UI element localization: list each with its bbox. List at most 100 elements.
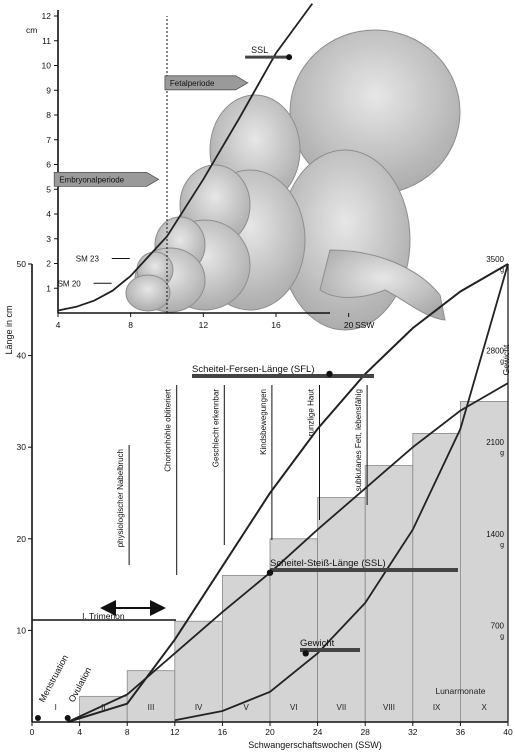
inset-y-tick-label: 2 [46, 259, 51, 269]
y-tick-label: 40 [17, 351, 27, 361]
y2-tick-label: 1400 [486, 530, 504, 539]
y2-tick-label: 2100 [486, 438, 504, 447]
x-tick-label: 12 [170, 727, 180, 737]
inset-y-tick-label: 4 [46, 209, 51, 219]
inset-y-tick-label: 3 [46, 234, 51, 244]
y2-tick-label: 2800 [486, 347, 504, 356]
period-tag [53, 171, 160, 187]
y-tick-label: 50 [17, 259, 27, 269]
inset-y-tick-label: 9 [46, 85, 51, 95]
month-bar [317, 497, 366, 723]
inset-x-tick-label: 4 [56, 320, 61, 330]
fetus-illustration [125, 29, 461, 331]
main-milestone-lines: physiologischer Nabelbruch Chorionhöhle o… [116, 385, 368, 575]
y2-tick-unit: g [500, 359, 504, 366]
period-tag [164, 75, 249, 91]
month-label: VII [337, 703, 347, 712]
milestone-label: runzlige Haut [307, 388, 316, 436]
milestone-label: physiologischer Nabelbruch [116, 449, 125, 547]
month-label: III [148, 703, 155, 712]
inset-y-tick-label: 5 [46, 184, 51, 194]
month-label: X [482, 703, 488, 712]
y2-tick-label: 700 [491, 621, 505, 630]
y-tick-label: 20 [17, 534, 27, 544]
inset-x-tick-label: 20 [344, 320, 354, 330]
x-tick-label: 40 [503, 727, 513, 737]
month-bar [126, 670, 176, 723]
series-label: Scheitel-Fersen-Länge (SFL) [192, 364, 315, 375]
y2-tick-unit: g [500, 267, 504, 274]
stage-label: SM 23 [76, 255, 100, 264]
x-tick-label: 28 [360, 727, 370, 737]
month-bar [459, 400, 509, 723]
month-label: I [55, 703, 57, 712]
inset-ssl-marker [286, 54, 293, 61]
inset-series-lines [57, 3, 314, 312]
x-tick-label: 36 [456, 727, 466, 737]
y2-tick-unit: g [500, 542, 504, 549]
main-axes: 0 4 8 12 16 20 24 28 32 36 401020304050700g1400g21… [4, 255, 513, 750]
y2-tick-unit: g [500, 633, 504, 640]
event-label: Menstruation [37, 653, 70, 704]
month-label: V [244, 703, 250, 712]
inset-y-unit: cm [26, 25, 37, 35]
x-tick-label: 24 [313, 727, 323, 737]
y-axis-label: Länge in cm [4, 305, 14, 354]
inset-x-tick-label: 12 [199, 320, 209, 330]
milestone-label: Kindsbewegungen [259, 389, 268, 455]
inset-y-tick-label: 12 [42, 11, 52, 21]
inset-labels: Fetalperiode Embryonalperiode SSL SM 23 SM 2… [53, 45, 293, 288]
inset-y-tick-label: 7 [46, 135, 51, 145]
inset-y-tick-label: 1 [46, 283, 51, 293]
inset-x-tick-label: 8 [128, 320, 133, 330]
month-label: II [101, 703, 105, 712]
lunar-months-label: Lunarmonate [435, 686, 485, 696]
trimester-label: I. Trimenon [82, 611, 125, 621]
event-marker [64, 715, 71, 721]
series-line [67, 263, 509, 723]
y2-axis-label: Gewicht [501, 344, 511, 375]
x-tick-label: 32 [408, 727, 418, 737]
x-tick-label: 20 [265, 727, 275, 737]
series-line [174, 263, 509, 722]
inset-x-axis-label: SSW [355, 320, 374, 330]
month-bar [364, 465, 414, 723]
inset-y-tick-label: 11 [42, 36, 51, 46]
y-tick-label: 10 [17, 625, 27, 635]
milestone-label: Chorionhöhle obliteriert [164, 388, 173, 471]
inset-ssl-label: SSL [251, 45, 268, 55]
month-label: VIII [383, 703, 395, 712]
inset-series-line [57, 3, 314, 312]
main-series-lines: Scheitel-Fersen-Länge (SFL) Scheitel-Stei… [34, 263, 509, 723]
x-tick-label: 4 [77, 727, 82, 737]
inset-y-tick-label: 8 [46, 110, 51, 120]
month-label: IX [433, 703, 441, 712]
inset-y-tick-label: 6 [46, 160, 51, 170]
month-bar [412, 433, 461, 723]
series-label: Gewicht [300, 638, 335, 649]
inset-y-tick-label: 10 [42, 61, 52, 71]
month-bar [221, 575, 271, 723]
x-tick-label: 16 [218, 727, 228, 737]
y2-tick-unit: g [500, 450, 504, 457]
series-marker [266, 569, 274, 576]
series-line [67, 382, 509, 723]
milestone-label: Geschlecht erkennbar [211, 389, 220, 468]
period-label: Embryonalperiode [59, 175, 124, 184]
x-tick-label: 8 [125, 727, 130, 737]
month-label: VI [290, 703, 298, 712]
inset-x-tick-label: 16 [271, 320, 281, 330]
period-label: Fetalperiode [170, 79, 215, 88]
series-marker [326, 370, 333, 378]
month-label: IV [195, 703, 203, 712]
event-marker [34, 715, 41, 721]
milestone-label: subkutanes Fett, lebensfähig [354, 389, 363, 491]
x-axis-label: Schwangerschaftswochen (SSW) [248, 740, 382, 750]
stage-label: SM 20 [58, 279, 82, 288]
y-tick-label: 30 [17, 442, 27, 452]
x-tick-label: 0 [30, 727, 35, 737]
series-marker [302, 650, 309, 657]
